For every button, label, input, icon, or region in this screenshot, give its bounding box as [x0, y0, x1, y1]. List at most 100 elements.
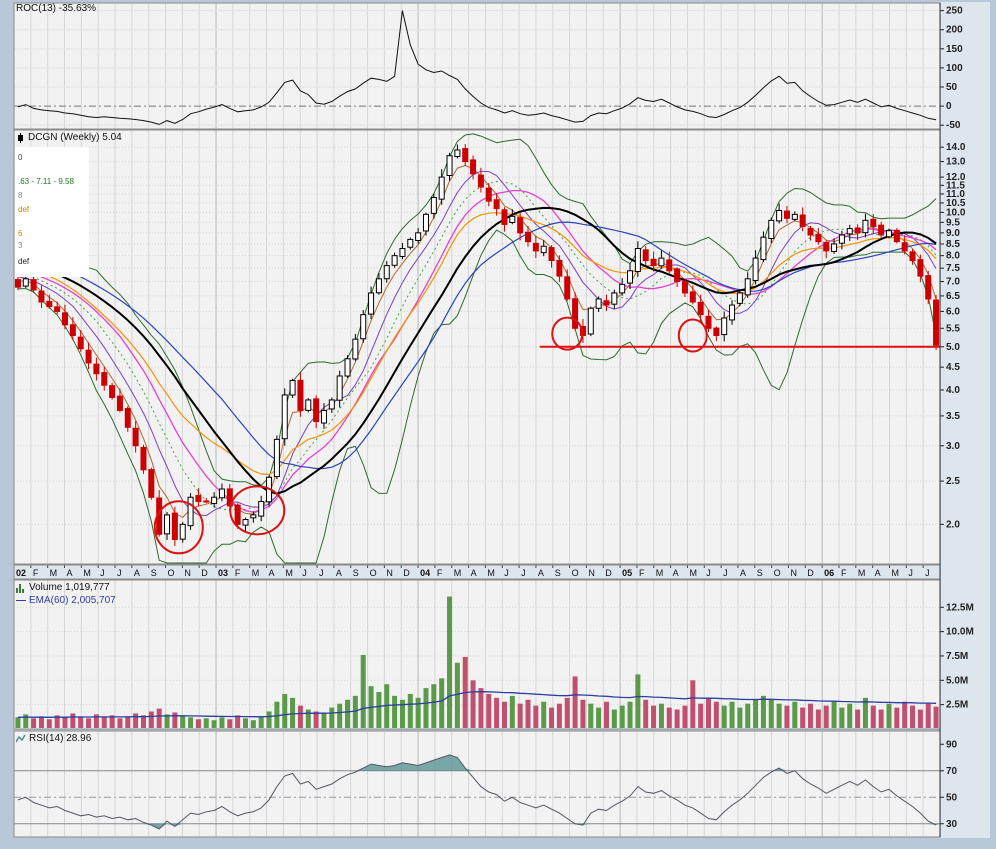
svg-text:S: S — [151, 568, 157, 578]
legend-fragment: 6 — [18, 229, 23, 238]
svg-text:5.5: 5.5 — [946, 323, 960, 334]
svg-text:J: J — [117, 568, 122, 578]
svg-text:J: J — [908, 568, 913, 578]
svg-text:11.0: 11.0 — [946, 189, 965, 200]
svg-text:8.0: 8.0 — [946, 251, 960, 262]
svg-text:50: 50 — [946, 792, 958, 803]
svg-text:3.5: 3.5 — [946, 411, 960, 422]
svg-text:D: D — [201, 568, 208, 578]
svg-text:O: O — [572, 568, 579, 578]
svg-text:A: A — [875, 568, 881, 578]
svg-text:O: O — [774, 568, 781, 578]
svg-text:11.5: 11.5 — [946, 180, 965, 191]
svg-text:F: F — [841, 568, 847, 578]
svg-text:10.5: 10.5 — [946, 198, 966, 209]
svg-text:9.5: 9.5 — [946, 217, 960, 228]
roc-label-text: ROC(13) -35.63% — [16, 3, 97, 14]
svg-text:M: M — [487, 568, 495, 578]
svg-text:6.0: 6.0 — [946, 306, 960, 317]
svg-text:2.5: 2.5 — [946, 476, 960, 487]
svg-text:M: M — [285, 568, 293, 578]
svg-text:J: J — [706, 568, 711, 578]
svg-text:0: 0 — [946, 101, 952, 112]
svg-text:M: M — [858, 568, 866, 578]
svg-text:S: S — [555, 568, 561, 578]
svg-text:A: A — [336, 568, 342, 578]
svg-text:A: A — [538, 568, 544, 578]
svg-text:N: N — [184, 568, 191, 578]
svg-text:N: N — [790, 568, 797, 578]
candlestick-icon — [18, 132, 23, 143]
svg-text:D: D — [605, 568, 612, 578]
svg-text:10.0M: 10.0M — [946, 627, 974, 638]
svg-text:-50: -50 — [946, 120, 961, 131]
svg-text:250: 250 — [946, 6, 963, 17]
rsi-line-icon — [16, 734, 26, 742]
rsi-label-text: RSI(14) 28.96 — [29, 733, 92, 744]
svg-text:O: O — [168, 568, 175, 578]
svg-text:M: M — [891, 568, 899, 578]
svg-text:2.5M: 2.5M — [946, 700, 968, 711]
svg-text:M: M — [689, 568, 697, 578]
svg-text:D: D — [403, 568, 410, 578]
svg-text:M: M — [83, 568, 91, 578]
svg-text:N: N — [386, 568, 393, 578]
svg-text:M: M — [252, 568, 260, 578]
volume-label-text: Volume 1,019,777 — [29, 582, 110, 593]
volume-ema-label-text: EMA(60) 2,005,707 — [29, 595, 116, 606]
svg-text:J: J — [504, 568, 509, 578]
svg-text:S: S — [757, 568, 763, 578]
svg-text:A: A — [67, 568, 73, 578]
svg-text:12.5M: 12.5M — [946, 602, 974, 613]
rsi-label: RSI(14) 28.96 — [16, 733, 91, 744]
svg-text:A: A — [673, 568, 679, 578]
overlay-legend-box: 0 .63 - 7.11 - 9.58 8 def 6 3 def — [15, 147, 89, 277]
volume-bars-icon — [16, 583, 24, 593]
svg-text:150: 150 — [946, 44, 963, 55]
svg-text:02: 02 — [16, 568, 26, 578]
svg-text:J: J — [100, 568, 105, 578]
svg-text:70: 70 — [946, 766, 958, 777]
svg-text:2.0: 2.0 — [946, 519, 960, 530]
svg-text:A: A — [471, 568, 477, 578]
svg-text:13.0: 13.0 — [946, 157, 966, 168]
volume-label: Volume 1,019,777 — [16, 582, 110, 593]
svg-text:M: M — [656, 568, 664, 578]
svg-text:7.5M: 7.5M — [946, 651, 968, 662]
svg-text:14.0: 14.0 — [946, 142, 966, 153]
svg-text:03: 03 — [218, 568, 228, 578]
svg-text:A: A — [740, 568, 746, 578]
svg-text:F: F — [235, 568, 241, 578]
symbol-label: DCGN (Weekly) 5.04 — [16, 132, 122, 143]
svg-text:90: 90 — [946, 739, 958, 750]
svg-text:100: 100 — [946, 63, 963, 74]
svg-text:4.0: 4.0 — [946, 385, 960, 396]
svg-text:50: 50 — [946, 82, 958, 93]
svg-text:5.0M: 5.0M — [946, 675, 968, 686]
svg-text:J: J — [723, 568, 728, 578]
svg-text:J: J — [521, 568, 526, 578]
svg-text:F: F — [437, 568, 443, 578]
svg-text:7.5: 7.5 — [946, 263, 960, 274]
svg-text:05: 05 — [622, 568, 632, 578]
legend-fragment: 8 — [18, 191, 23, 200]
roc-indicator-label: ROC(13) -35.63% — [16, 3, 96, 14]
svg-text:M: M — [454, 568, 462, 578]
svg-text:10.0: 10.0 — [946, 207, 966, 218]
svg-text:O: O — [370, 568, 377, 578]
svg-text:8.5: 8.5 — [946, 239, 960, 250]
svg-text:30: 30 — [946, 819, 958, 830]
volume-ema-label: — EMA(60) 2,005,707 — [16, 595, 116, 606]
legend-fragment: .63 - 7.11 - 9.58 — [18, 177, 74, 186]
svg-text:4.5: 4.5 — [946, 362, 960, 373]
svg-text:9.0: 9.0 — [946, 228, 960, 239]
svg-text:S: S — [353, 568, 359, 578]
svg-text:12.0: 12.0 — [946, 172, 966, 183]
svg-text:200: 200 — [946, 25, 963, 36]
legend-fragment: 3 — [18, 241, 23, 250]
svg-text:N: N — [588, 568, 595, 578]
svg-text:D: D — [807, 568, 814, 578]
svg-text:7.0: 7.0 — [946, 277, 960, 288]
